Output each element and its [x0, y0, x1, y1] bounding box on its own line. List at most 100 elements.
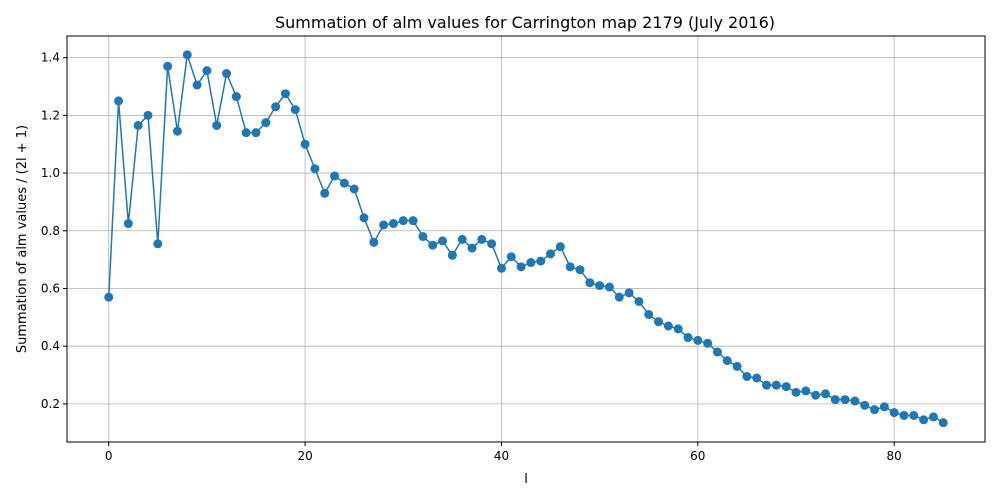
data-point: [712, 347, 722, 357]
data-point: [359, 213, 369, 223]
data-point: [310, 164, 320, 174]
data-point: [644, 309, 654, 319]
data-point: [271, 102, 281, 112]
data-point: [388, 219, 398, 229]
data-point: [192, 80, 202, 90]
data-point: [820, 389, 830, 399]
data-point: [830, 395, 840, 405]
data-point: [290, 105, 300, 115]
data-point: [379, 220, 389, 230]
y-tick-label: 1.0: [41, 166, 60, 180]
axis-ticks: 0 20 40 60 80 0.2 0.4 0.6 0.8 1.0 1.2 1.4: [41, 51, 902, 463]
x-tick-label: 0: [105, 449, 113, 463]
y-axis-label: Summation of alm values / (2l + 1): [15, 125, 30, 353]
data-point: [752, 373, 762, 383]
data-point: [428, 240, 438, 250]
x-tick-label: 60: [690, 449, 705, 463]
data-point: [742, 372, 752, 381]
data-point: [163, 61, 173, 71]
series-line: [107, 54, 944, 424]
data-point: [850, 396, 860, 406]
y-tick-label: 0.4: [41, 339, 60, 353]
data-point: [280, 89, 290, 99]
data-point: [104, 292, 114, 302]
data-point: [114, 96, 124, 106]
data-point: [153, 239, 163, 249]
data-point: [408, 216, 418, 226]
y-tick-label: 1.2: [41, 108, 60, 122]
data-series: [104, 50, 948, 428]
x-tick-label: 40: [494, 449, 509, 463]
data-point: [418, 232, 428, 242]
data-point: [703, 338, 713, 348]
data-point: [241, 128, 251, 138]
data-point: [860, 400, 870, 410]
data-point: [447, 250, 457, 260]
data-point: [182, 50, 192, 60]
data-point: [231, 92, 241, 102]
data-point: [722, 356, 732, 366]
data-point: [879, 402, 889, 412]
y-tick-label: 1.4: [41, 51, 60, 65]
data-point: [487, 239, 497, 249]
data-point: [604, 282, 614, 292]
chart-title: Summation of alm values for Carrington m…: [275, 13, 775, 32]
data-point: [398, 216, 408, 226]
x-tick-label: 20: [297, 449, 312, 463]
data-point: [123, 219, 133, 229]
data-point: [172, 126, 182, 136]
y-tick-label: 0.6: [41, 281, 60, 295]
data-point: [791, 387, 801, 397]
data-point: [261, 118, 271, 128]
data-point: [614, 292, 624, 302]
data-point: [546, 249, 556, 259]
data-point: [526, 258, 536, 268]
data-point: [212, 120, 222, 130]
data-point: [801, 386, 811, 396]
data-point: [732, 361, 742, 371]
data-point: [202, 66, 212, 76]
data-point: [339, 178, 349, 188]
data-point: [938, 418, 948, 428]
grid: [67, 36, 985, 442]
x-tick-label: 80: [887, 449, 902, 463]
data-point: [565, 262, 575, 272]
plot-frame: [66, 35, 986, 443]
data-point: [438, 236, 448, 246]
data-point: [840, 395, 850, 405]
y-tick-label: 0.8: [41, 224, 60, 238]
data-point: [330, 171, 340, 181]
x-axis-label: l: [524, 472, 528, 487]
data-point: [624, 288, 634, 298]
data-point: [899, 410, 909, 420]
data-point: [467, 243, 477, 253]
data-point: [516, 262, 526, 272]
data-point: [585, 278, 595, 288]
data-point: [477, 234, 487, 244]
data-point: [506, 252, 516, 262]
data-point: [369, 237, 379, 247]
data-point: [663, 321, 673, 331]
data-point: [133, 120, 143, 130]
data-point: [222, 69, 232, 79]
data-point: [781, 382, 791, 392]
data-point: [300, 139, 310, 149]
data-point: [673, 324, 683, 334]
data-point: [919, 415, 929, 425]
data-point: [683, 333, 693, 343]
data-point: [457, 234, 467, 244]
data-point: [870, 405, 880, 415]
data-point: [575, 265, 585, 275]
data-point: [889, 408, 899, 418]
data-point: [555, 242, 565, 252]
data-point: [693, 335, 703, 345]
data-point: [320, 188, 330, 198]
data-point: [143, 110, 153, 120]
data-point: [595, 281, 605, 291]
data-point: [496, 263, 506, 273]
y-tick-label: 0.2: [41, 397, 60, 411]
data-point: [811, 390, 821, 400]
data-point: [762, 380, 772, 390]
data-point: [251, 128, 261, 138]
